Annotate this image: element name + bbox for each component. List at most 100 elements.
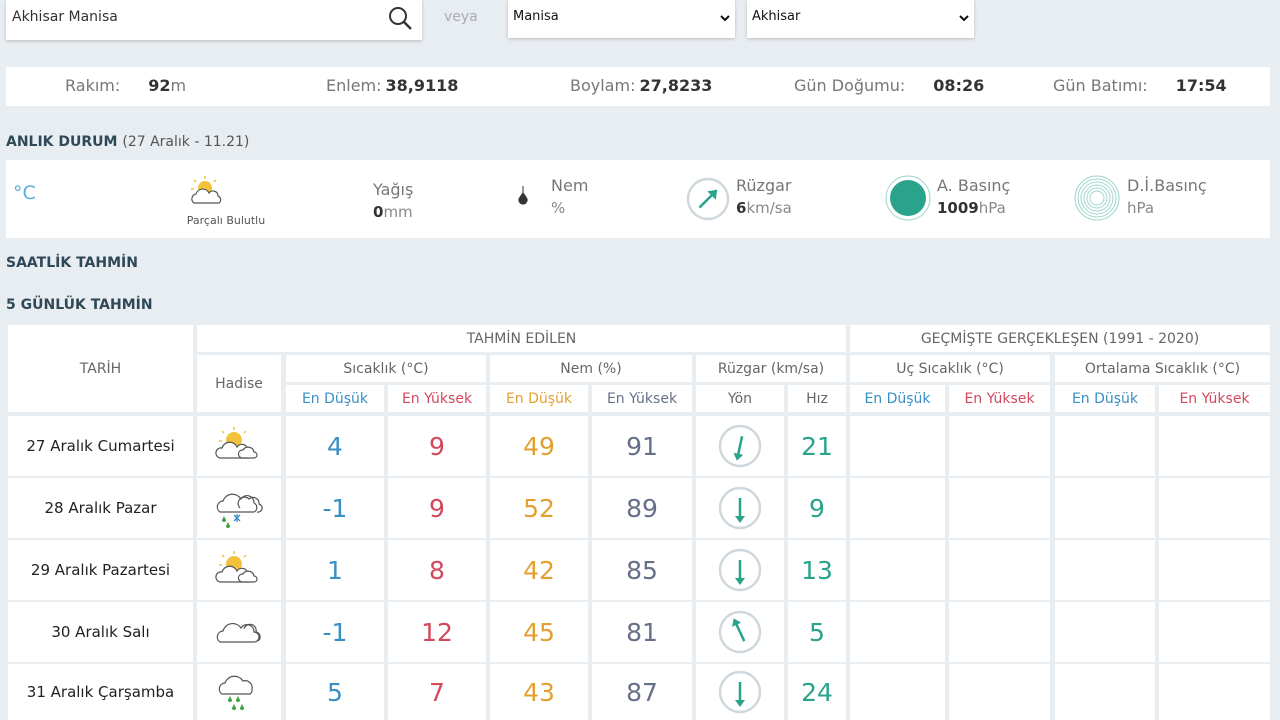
location-label: Gün Batımı: — [1053, 76, 1148, 95]
value-cell: 21 — [788, 416, 846, 476]
location-label: Enlem: — [326, 76, 382, 95]
sub-header: En Düşük — [490, 385, 588, 412]
condition-icon — [191, 176, 222, 204]
pressure-unit: hPa — [978, 199, 1006, 217]
value-cell: 45 — [490, 602, 588, 662]
empty-cell — [850, 664, 945, 720]
empty-cell — [850, 478, 945, 538]
wind-direction-cell — [696, 478, 784, 538]
wind-icon — [686, 177, 730, 221]
value-cell: 52 — [490, 478, 588, 538]
value-cell: 7 — [388, 664, 486, 720]
drop-icon — [518, 186, 528, 205]
location-item: Boylam: 27,8233 — [570, 76, 712, 95]
value-cell: 9 — [788, 478, 846, 538]
value-cell: -1 — [286, 478, 384, 538]
sub-header: Hız — [788, 385, 846, 412]
rain-reading: 0mm — [373, 203, 413, 221]
value-cell: 24 — [788, 664, 846, 720]
province-text: Manisa — [513, 9, 559, 24]
value-cell: 5 — [788, 602, 846, 662]
location-label: Boylam: — [570, 76, 636, 95]
location-item: Gün Doğumu: 08:26 — [794, 76, 984, 95]
empty-cell — [1055, 416, 1155, 476]
current-time: (27 Aralık - 11.21) — [122, 134, 250, 150]
sub-header: En Düşük — [850, 385, 945, 412]
location-label: Rakım: — [65, 76, 121, 95]
header: Ortalama Sıcaklık (°C) — [1055, 355, 1270, 382]
location-value: 38,9118 — [385, 76, 459, 95]
wind-direction-icon — [718, 548, 762, 592]
wind-label: Rüzgar — [736, 176, 792, 195]
weather-icon — [215, 427, 258, 459]
humidity-unit: % — [551, 199, 566, 217]
empty-cell — [1159, 602, 1270, 662]
condition-text: Parçalı Bulutlu — [186, 214, 266, 227]
weather-icon — [215, 551, 258, 583]
current-temp-unit: °C — [13, 182, 36, 204]
empty-cell — [949, 416, 1050, 476]
value-cell: 9 — [388, 478, 486, 538]
pressure-label: A. Basınç — [937, 176, 1011, 195]
sea-pressure-unit: hPa — [1127, 199, 1155, 217]
wind-direction-icon — [718, 610, 762, 654]
empty-cell — [949, 602, 1050, 662]
value-cell: 43 — [490, 664, 588, 720]
empty-cell — [1159, 540, 1270, 600]
current-heading: ANLIK DURUM (27 Aralık - 11.21) — [6, 134, 249, 150]
current-title: ANLIK DURUM — [6, 134, 118, 150]
location-value: 92 — [148, 76, 171, 95]
humidity-label: Nem — [551, 176, 589, 195]
value-cell: 8 — [388, 540, 486, 600]
header: Uç Sıcaklık (°C) — [850, 355, 1050, 382]
weather-icon — [216, 622, 261, 643]
empty-cell — [1159, 416, 1270, 476]
empty-cell — [949, 478, 1050, 538]
empty-cell — [1055, 540, 1155, 600]
wind-direction-icon — [718, 486, 762, 530]
daily-title: 5 GÜNLÜK TAHMİN — [6, 297, 153, 313]
current-box: °C Parçalı Bulutlu Yağış 0mm Nem % Rüzga… — [6, 160, 1270, 238]
value-cell: 12 — [388, 602, 486, 662]
header: TARİH — [8, 325, 193, 412]
value-cell: 91 — [592, 416, 692, 476]
value-cell: 9 — [388, 416, 486, 476]
header: Hadise — [197, 355, 281, 412]
empty-cell — [850, 602, 945, 662]
weather-icon-cell — [197, 416, 281, 476]
header: TAHMİN EDİLEN — [197, 325, 846, 352]
wind-direction-cell — [696, 416, 784, 476]
value-cell: 87 — [592, 664, 692, 720]
wind-reading: 6km/sa — [736, 199, 792, 217]
chevron — [720, 15, 730, 22]
location-unit: m — [170, 76, 187, 95]
wind-value: 6 — [736, 199, 747, 217]
value-cell: 1 — [286, 540, 384, 600]
search-icon[interactable] — [386, 4, 414, 32]
district-text: Akhisar — [752, 9, 801, 24]
wind-direction-icon — [718, 670, 762, 714]
sub-header: En Düşük — [286, 385, 384, 412]
sea-pressure-icon — [1074, 175, 1120, 221]
empty-cell — [850, 416, 945, 476]
sub-header: En Yüksek — [949, 385, 1050, 412]
rain-value: 0 — [373, 203, 384, 221]
empty-cell — [1159, 664, 1270, 720]
empty-cell — [1055, 478, 1155, 538]
value-cell: 4 — [286, 416, 384, 476]
empty-cell — [949, 540, 1050, 600]
date-cell: 27 Aralık Cumartesi — [8, 416, 193, 476]
sub-header: Yön — [696, 385, 784, 412]
date-cell: 31 Aralık Çarşamba — [8, 664, 193, 720]
location-label: Gün Doğumu: — [794, 76, 906, 95]
date-cell: 28 Aralık Pazar — [8, 478, 193, 538]
location-value: 08:26 — [933, 76, 985, 95]
weather-icon-cell — [197, 540, 281, 600]
header: Sıcaklık (°C) — [286, 355, 486, 382]
province-select[interactable]: Manisa — [508, 0, 735, 38]
value-cell: 89 — [592, 478, 692, 538]
search-box[interactable]: Akhisar Manisa — [6, 0, 422, 40]
search-text[interactable]: Akhisar Manisa — [12, 9, 118, 25]
district-select[interactable]: Akhisar — [747, 0, 974, 38]
